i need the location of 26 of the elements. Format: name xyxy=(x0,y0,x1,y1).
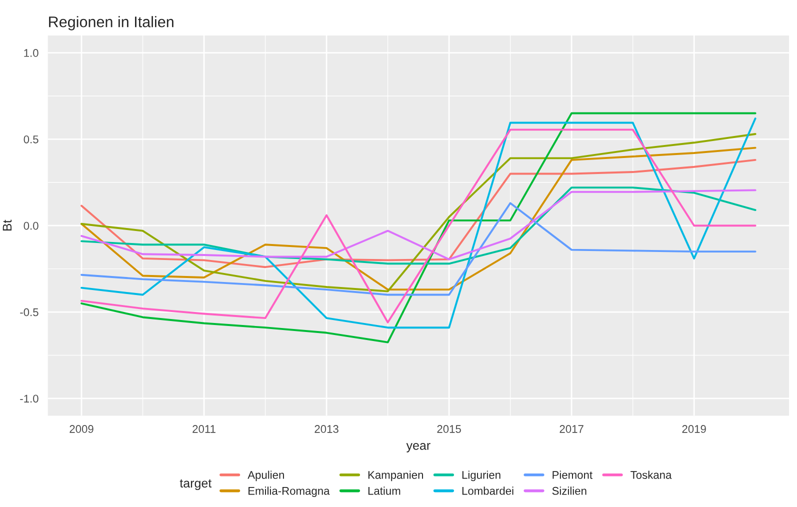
y-tick-label: -1.0 xyxy=(20,394,38,403)
x-tick-label: 2013 xyxy=(314,425,338,433)
legend-label: Lombardei xyxy=(462,486,514,495)
legend-label: Ligurien xyxy=(462,470,500,482)
legend-label: Kampanien xyxy=(368,470,424,482)
legend-title: target xyxy=(180,479,212,490)
y-axis-title: Bt xyxy=(2,220,12,230)
x-tick-label: 2015 xyxy=(437,425,461,433)
x-tick-label: 2009 xyxy=(70,425,94,433)
x-tick-label: 2019 xyxy=(682,425,706,433)
x-axis-title: year xyxy=(406,443,430,452)
legend-label: Sizilien xyxy=(552,486,586,495)
legend-label: Toskana xyxy=(630,470,672,479)
legend-label: Apulien xyxy=(248,470,284,482)
x-tick-label: 2017 xyxy=(560,425,584,433)
y-tick-label: 0.0 xyxy=(24,222,38,230)
y-tick-label: 0.5 xyxy=(24,135,38,144)
chart-title: Regionen in Italien xyxy=(49,16,174,30)
legend-label: Latium xyxy=(368,486,400,495)
x-tick-label: 2011 xyxy=(192,425,216,433)
line-series xyxy=(80,158,756,268)
legend-label: Piemont xyxy=(552,470,592,479)
y-tick-label: -0.5 xyxy=(20,308,38,316)
y-tick-label: 1.0 xyxy=(24,49,38,57)
legend-label: Emilia-Romagna xyxy=(248,486,330,497)
line-series xyxy=(80,202,756,296)
